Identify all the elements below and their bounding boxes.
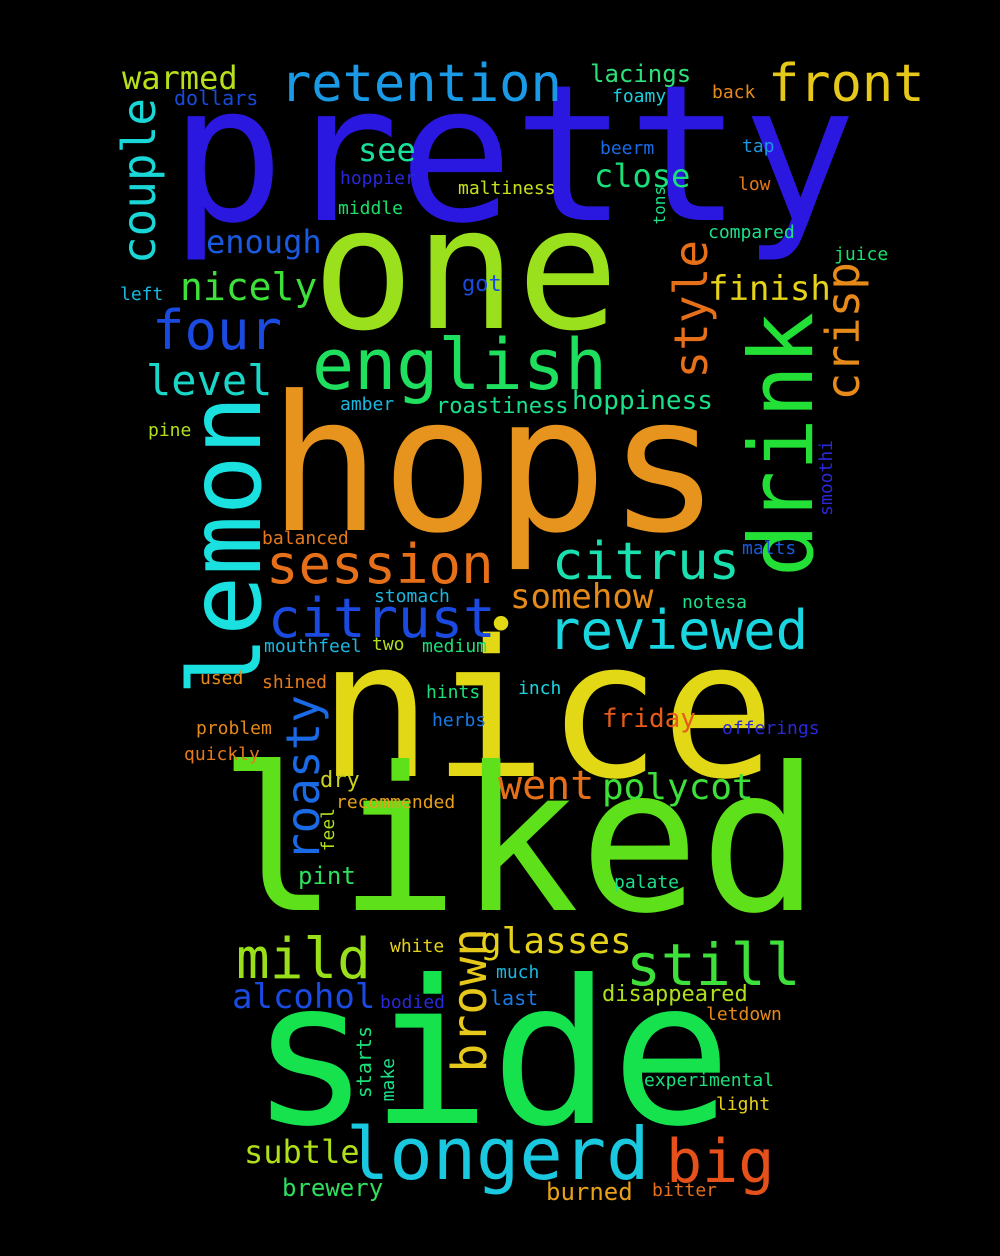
word-front: front	[768, 54, 925, 114]
word-pretty: pretty	[170, 44, 857, 265]
word-longerd: longerd	[346, 1112, 650, 1196]
word-dry: dry	[320, 768, 360, 793]
word-amber: amber	[340, 394, 395, 415]
word-reviewed: reviewed	[548, 599, 809, 662]
word-hoppiness: hoppiness	[572, 386, 713, 416]
word-lemon: lemon	[167, 395, 284, 697]
word-went: went	[498, 763, 595, 809]
word-liked: liked	[218, 725, 821, 958]
word-burned: burned	[546, 1178, 633, 1206]
word-roastiness: roastiness	[436, 394, 569, 419]
word-disappeared: disappeared	[602, 982, 748, 1007]
word-one: one	[312, 171, 620, 369]
word-close: close	[594, 157, 691, 195]
word-problem: problem	[196, 718, 272, 739]
word-dot: •	[486, 596, 517, 654]
word-hoppier: hoppier	[340, 168, 416, 189]
word-smoothi: smoothi	[816, 440, 837, 516]
word-used: used	[200, 668, 244, 689]
word-pine: pine	[148, 420, 192, 441]
word-white: white	[390, 936, 445, 957]
word-foamy: foamy	[612, 86, 667, 107]
word-english: english	[312, 324, 608, 406]
word-brewery: brewery	[282, 1174, 384, 1202]
word-hops: hops	[268, 356, 721, 575]
word-somehow: somehow	[510, 577, 654, 617]
word-offerings: offerings	[722, 718, 820, 739]
word-retention: retention	[280, 54, 562, 114]
word-middle: middle	[338, 198, 404, 219]
word-got: got	[462, 272, 502, 297]
word-pint: pint	[298, 862, 356, 890]
word-feel: feel	[318, 808, 339, 852]
word-lacings: lacings	[590, 60, 692, 88]
word-experimental: experimental	[644, 1070, 775, 1091]
word-see: see	[358, 131, 416, 169]
word-inch: inch	[518, 678, 562, 699]
word-big: big	[666, 1127, 775, 1197]
word-nicely: nicely	[180, 265, 318, 309]
word-maltiness: maltiness	[458, 178, 556, 199]
word-style: style	[664, 240, 718, 379]
word-tap: tap	[742, 136, 775, 157]
word-last: last	[490, 986, 539, 1010]
word-low: low	[738, 174, 771, 195]
word-recommended: recommended	[336, 792, 456, 813]
word-light: light	[716, 1094, 771, 1115]
word-side: side	[250, 938, 732, 1171]
word-palate: palate	[614, 872, 680, 893]
word-alcohol: alcohol	[232, 977, 376, 1017]
word-much: much	[496, 962, 540, 983]
word-four: four	[152, 299, 283, 362]
word-compared: compared	[708, 222, 795, 243]
word-friday: friday	[602, 704, 696, 734]
word-citrust: citrust	[268, 587, 496, 650]
word-mouthfeel: mouthfeel	[264, 636, 362, 657]
word-warmed: warmed	[122, 59, 238, 97]
word-juice: juice	[834, 244, 889, 265]
word-quickly: quickly	[184, 744, 260, 765]
word-finish: finish	[708, 269, 831, 309]
word-back: back	[712, 82, 756, 103]
word-herbs: herbs	[432, 710, 487, 731]
word-shined: shined	[262, 672, 328, 693]
word-polycot: polycot	[602, 767, 754, 808]
word-make: make	[378, 1058, 399, 1102]
word-level: level	[146, 356, 273, 405]
word-nice: nice	[318, 600, 776, 821]
word-citrus: citrus	[552, 532, 740, 592]
word-stomach: stomach	[374, 586, 450, 607]
word-letdown: letdown	[706, 1004, 782, 1025]
word-starts: starts	[352, 1026, 376, 1099]
word-balanced: balanced	[262, 528, 349, 549]
word-couple: couple	[112, 98, 166, 265]
word-enough: enough	[206, 223, 322, 261]
word-mild: mild	[236, 927, 371, 992]
word-notesa: notesa	[682, 592, 748, 613]
word-hints: hints	[426, 682, 481, 703]
word-session: session	[266, 533, 494, 596]
word-medium: medium	[422, 636, 488, 657]
word-glasses: glasses	[480, 921, 632, 962]
word-left: left	[120, 284, 164, 305]
word-dollars: dollars	[174, 86, 259, 110]
word-malts: malts	[742, 538, 797, 559]
word-bodied: bodied	[380, 992, 446, 1013]
word-subtle: subtle	[244, 1133, 360, 1171]
word-bitter: bitter	[652, 1180, 718, 1201]
word-two: two	[372, 634, 405, 655]
word-beerm: beerm	[600, 138, 655, 159]
word-still: still	[626, 931, 801, 999]
